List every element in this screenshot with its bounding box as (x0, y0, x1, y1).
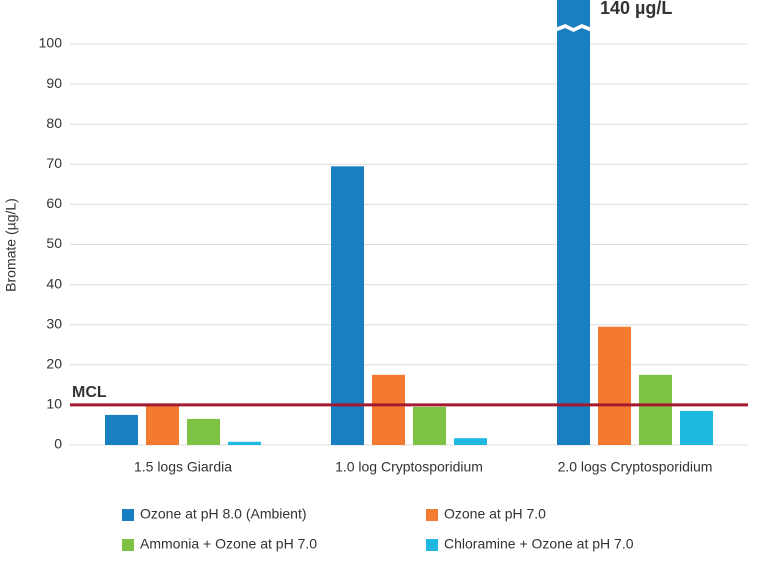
reference-label: MCL (72, 384, 107, 401)
bar (146, 406, 179, 445)
x-tick-label: 2.0 logs Cryptosporidium (558, 459, 713, 475)
y-axis-title: Bromate (µg/L) (3, 198, 19, 292)
y-tick-label: 70 (46, 155, 62, 171)
bar (680, 410, 713, 445)
bar (598, 326, 631, 445)
y-tick-label: 80 (46, 115, 62, 131)
y-tick-label: 40 (46, 275, 62, 291)
x-tick-label: 1.0 log Cryptosporidium (335, 459, 483, 475)
axis-break (555, 24, 592, 32)
x-tick-label: 1.5 logs Giardia (134, 459, 232, 475)
bar (372, 374, 405, 445)
y-tick-label: 60 (46, 195, 62, 211)
data-label: 140 µg/L (600, 0, 672, 18)
legend-swatch (426, 509, 438, 521)
y-tick-label: 30 (46, 315, 62, 331)
legend-swatch (122, 539, 134, 551)
legend-swatch (122, 509, 134, 521)
bar (228, 441, 261, 445)
y-tick-label: 20 (46, 356, 62, 372)
legend-label: Ammonia + Ozone at pH 7.0 (140, 536, 317, 552)
bar (331, 166, 364, 445)
legend-swatch (426, 539, 438, 551)
y-tick-label: 0 (54, 436, 62, 452)
legend-label: Chloramine + Ozone at pH 7.0 (444, 536, 634, 552)
bar (187, 418, 220, 445)
bar (639, 374, 672, 445)
y-tick-label: 100 (39, 35, 63, 51)
y-tick-label: 50 (46, 235, 62, 251)
bar (557, 0, 590, 445)
legend-label: Ozone at pH 7.0 (444, 506, 546, 522)
legend-label: Ozone at pH 8.0 (Ambient) (140, 506, 307, 522)
bar (105, 414, 138, 445)
bar (454, 438, 487, 445)
bar (413, 406, 446, 445)
y-tick-label: 90 (46, 75, 62, 91)
y-tick-label: 10 (46, 396, 62, 412)
